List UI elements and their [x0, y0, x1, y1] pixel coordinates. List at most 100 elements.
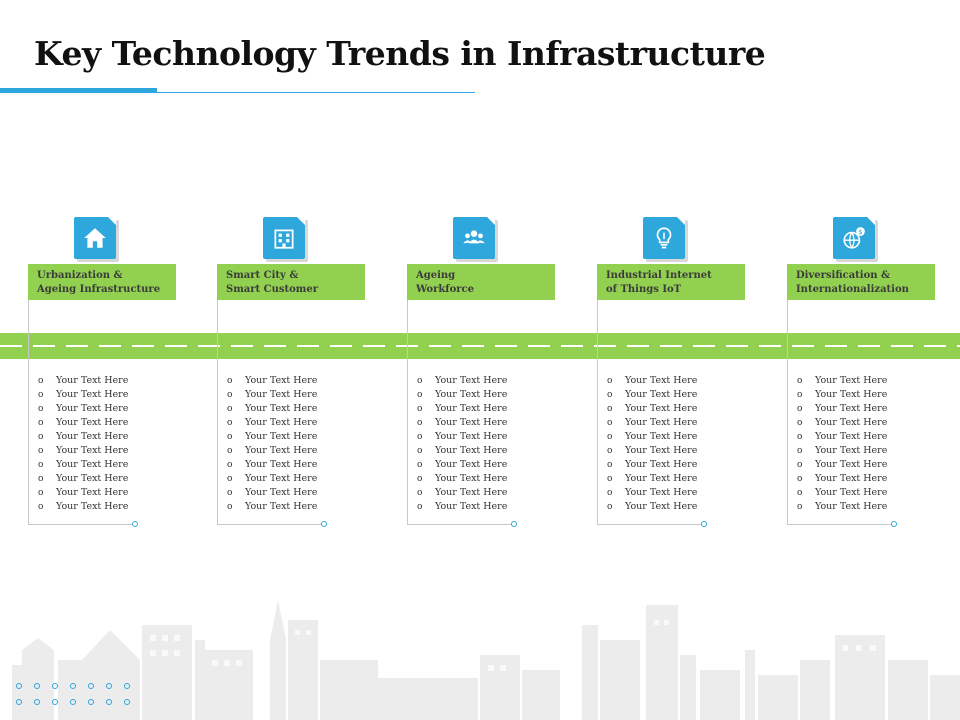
- list-item: Your Text Here: [227, 388, 317, 402]
- list-item: Your Text Here: [797, 500, 887, 514]
- trend-column-iot: Industrial Internet of Things IoT Your T…: [597, 215, 747, 527]
- list-item: Your Text Here: [38, 430, 128, 444]
- list-item: Your Text Here: [607, 472, 697, 486]
- list-item: Your Text Here: [417, 444, 507, 458]
- column-connector-line: [28, 300, 29, 525]
- list-item: Your Text Here: [607, 500, 697, 514]
- trend-heading-line2: Ageing Infrastructure: [37, 284, 161, 295]
- trend-heading-line2: Workforce: [416, 284, 474, 295]
- trend-heading-line1: Diversification &: [796, 270, 891, 281]
- list-item: Your Text Here: [417, 388, 507, 402]
- list-item: Your Text Here: [607, 444, 697, 458]
- timeline-road-dashes: [0, 345, 960, 347]
- building-icon: [263, 217, 305, 259]
- column-end-dot: [321, 521, 327, 527]
- list-item: Your Text Here: [797, 444, 887, 458]
- list-item: Your Text Here: [38, 444, 128, 458]
- page-title: Key Technology Trends in Infrastructure: [34, 34, 766, 73]
- column-bottom-line: [787, 524, 892, 525]
- list-item: Your Text Here: [797, 374, 887, 388]
- trend-item-list: Your Text Here Your Text Here Your Text …: [797, 374, 887, 514]
- list-item: Your Text Here: [417, 500, 507, 514]
- trend-column-ageing-workforce: Ageing Workforce Your Text Here Your Tex…: [407, 215, 557, 527]
- column-end-dot: [132, 521, 138, 527]
- column-end-dot: [701, 521, 707, 527]
- trend-column-urbanization: Urbanization & Ageing Infrastructure You…: [28, 215, 178, 527]
- trend-heading: Industrial Internet of Things IoT: [597, 264, 745, 300]
- list-item: Your Text Here: [417, 416, 507, 430]
- list-item: Your Text Here: [227, 416, 317, 430]
- title-underline-thick: [0, 88, 157, 93]
- trend-item-list: Your Text Here Your Text Here Your Text …: [607, 374, 697, 514]
- list-item: Your Text Here: [797, 402, 887, 416]
- list-item: Your Text Here: [797, 458, 887, 472]
- title-underline-thin: [157, 92, 475, 93]
- list-item: Your Text Here: [38, 416, 128, 430]
- trend-column-smart-city: Smart City & Smart Customer Your Text He…: [217, 215, 367, 527]
- trend-heading-line2: Internationalization: [796, 284, 909, 295]
- group-icon: [453, 217, 495, 259]
- list-item: Your Text Here: [607, 374, 697, 388]
- trend-heading: Ageing Workforce: [407, 264, 555, 300]
- column-connector-line: [787, 300, 788, 525]
- list-item: Your Text Here: [38, 402, 128, 416]
- list-item: Your Text Here: [38, 458, 128, 472]
- list-item: Your Text Here: [607, 388, 697, 402]
- list-item: Your Text Here: [417, 374, 507, 388]
- trend-heading-line1: Urbanization &: [37, 270, 123, 281]
- list-item: Your Text Here: [417, 458, 507, 472]
- list-item: Your Text Here: [38, 486, 128, 500]
- list-item: Your Text Here: [38, 500, 128, 514]
- list-item: Your Text Here: [607, 416, 697, 430]
- list-item: Your Text Here: [607, 430, 697, 444]
- list-item: Your Text Here: [797, 486, 887, 500]
- list-item: Your Text Here: [797, 430, 887, 444]
- list-item: Your Text Here: [607, 458, 697, 472]
- list-item: Your Text Here: [607, 486, 697, 500]
- trend-heading-line1: Smart City &: [226, 270, 299, 281]
- list-item: Your Text Here: [227, 500, 317, 514]
- list-item: Your Text Here: [227, 430, 317, 444]
- list-item: Your Text Here: [607, 402, 697, 416]
- column-bottom-line: [407, 524, 512, 525]
- list-item: Your Text Here: [227, 486, 317, 500]
- trend-heading: Urbanization & Ageing Infrastructure: [28, 264, 176, 300]
- list-item: Your Text Here: [417, 486, 507, 500]
- trend-heading: Diversification & Internationalization: [787, 264, 935, 300]
- city-skyline-illustration: [12, 600, 960, 720]
- column-connector-line: [407, 300, 408, 525]
- list-item: Your Text Here: [227, 458, 317, 472]
- list-item: Your Text Here: [227, 374, 317, 388]
- house-icon: [74, 217, 116, 259]
- lightbulb-icon: [643, 217, 685, 259]
- list-item: Your Text Here: [797, 388, 887, 402]
- trend-heading-line2: of Things IoT: [606, 284, 682, 295]
- trend-heading-line1: Ageing: [416, 270, 456, 281]
- list-item: Your Text Here: [227, 472, 317, 486]
- column-bottom-line: [28, 524, 133, 525]
- column-end-dot: [891, 521, 897, 527]
- list-item: Your Text Here: [417, 402, 507, 416]
- list-item: Your Text Here: [417, 430, 507, 444]
- svg-text:$: $: [858, 228, 862, 236]
- column-connector-line: [597, 300, 598, 525]
- list-item: Your Text Here: [38, 388, 128, 402]
- trend-item-list: Your Text Here Your Text Here Your Text …: [38, 374, 128, 514]
- list-item: Your Text Here: [227, 444, 317, 458]
- trend-heading-line1: Industrial Internet: [606, 270, 712, 281]
- trend-heading: Smart City & Smart Customer: [217, 264, 365, 300]
- list-item: Your Text Here: [227, 402, 317, 416]
- list-item: Your Text Here: [417, 472, 507, 486]
- column-end-dot: [511, 521, 517, 527]
- trend-item-list: Your Text Here Your Text Here Your Text …: [417, 374, 507, 514]
- column-bottom-line: [217, 524, 322, 525]
- column-bottom-line: [597, 524, 702, 525]
- trend-heading-line2: Smart Customer: [226, 284, 319, 295]
- trend-column-diversification: $ Diversification & Internationalization…: [787, 215, 937, 527]
- column-connector-line: [217, 300, 218, 525]
- list-item: Your Text Here: [797, 416, 887, 430]
- decorative-dot-grid: [16, 683, 130, 705]
- list-item: Your Text Here: [797, 472, 887, 486]
- trend-item-list: Your Text Here Your Text Here Your Text …: [227, 374, 317, 514]
- list-item: Your Text Here: [38, 472, 128, 486]
